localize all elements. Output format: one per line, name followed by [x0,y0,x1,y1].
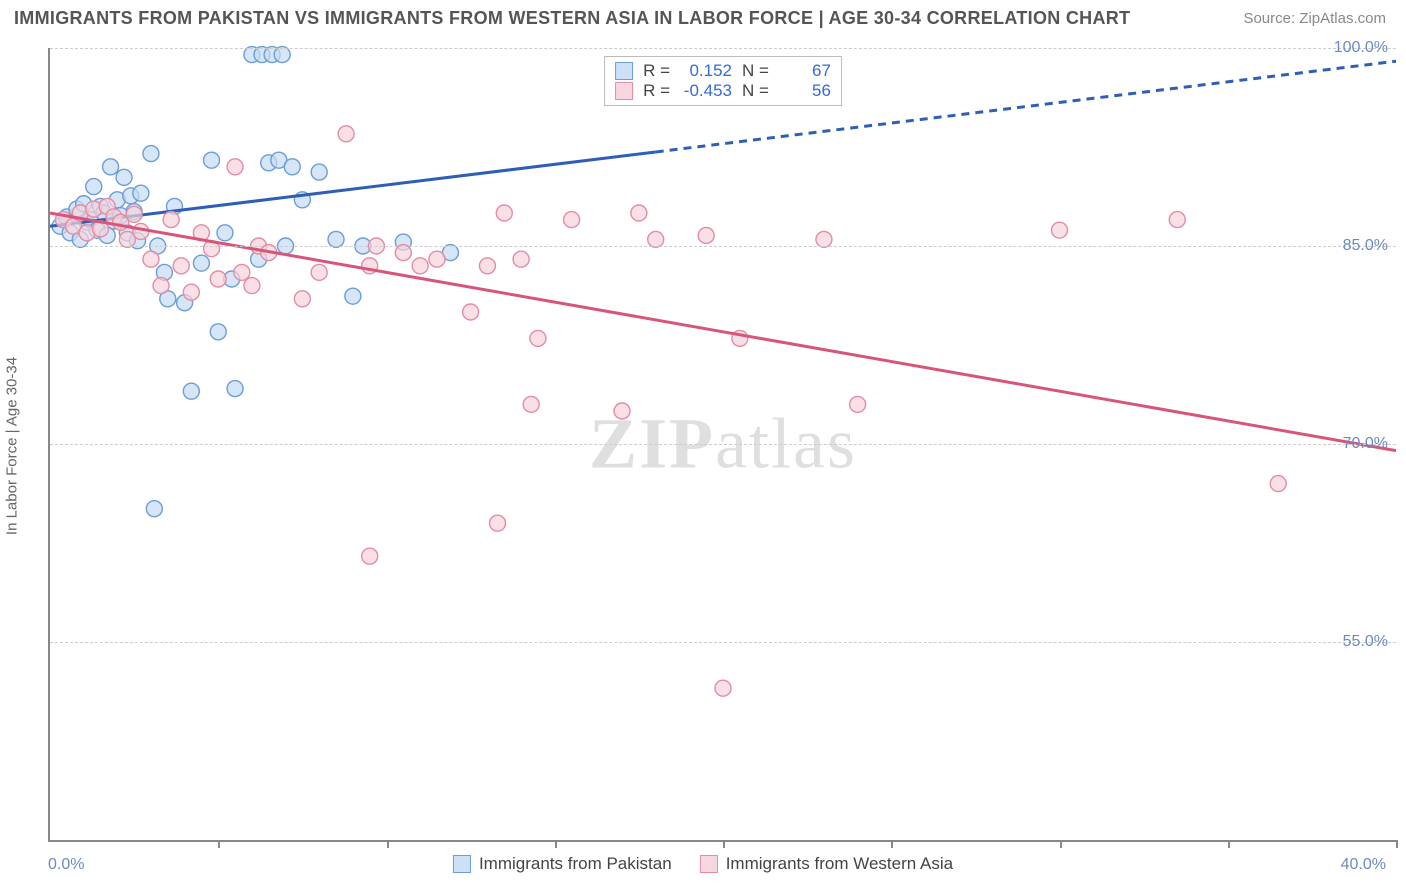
legend-r-value-blue: 0.152 [680,61,732,81]
y-axis-tick-label: 100.0% [1334,39,1388,57]
legend-swatch-pink [615,82,633,100]
chart-title: IMMIGRANTS FROM PAKISTAN VS IMMIGRANTS F… [14,8,1130,29]
legend-n-value-pink: 56 [779,81,831,101]
legend-swatch-pink [700,855,718,873]
legend-correlation: R = 0.152 N = 67 R = -0.453 N = 56 [604,56,842,106]
source-label: Source: ZipAtlas.com [1243,10,1386,27]
legend-swatch-blue [615,62,633,80]
legend-n-label: N = [742,61,769,81]
legend-n-value-blue: 67 [779,61,831,81]
chart-plot-area: R = 0.152 N = 67 R = -0.453 N = 56 ZIPat… [48,48,1396,842]
legend-label-blue: Immigrants from Pakistan [479,854,672,874]
legend-label-pink: Immigrants from Western Asia [726,854,953,874]
y-axis-tick-label: 85.0% [1343,237,1388,255]
legend-r-value-pink: -0.453 [680,81,732,101]
x-axis-label-max: 40.0% [1341,856,1386,874]
x-axis-label-min: 0.0% [48,856,84,874]
y-axis-title: In Labor Force | Age 30-34 [4,357,21,535]
legend-r-label: R = [643,61,670,81]
legend-swatch-blue [453,855,471,873]
legend-n-label: N = [742,81,769,101]
legend-r-label: R = [643,81,670,101]
legend-series: Immigrants from Pakistan Immigrants from… [453,854,953,874]
y-axis-tick-label: 55.0% [1343,633,1388,651]
y-axis-tick-label: 70.0% [1343,435,1388,453]
